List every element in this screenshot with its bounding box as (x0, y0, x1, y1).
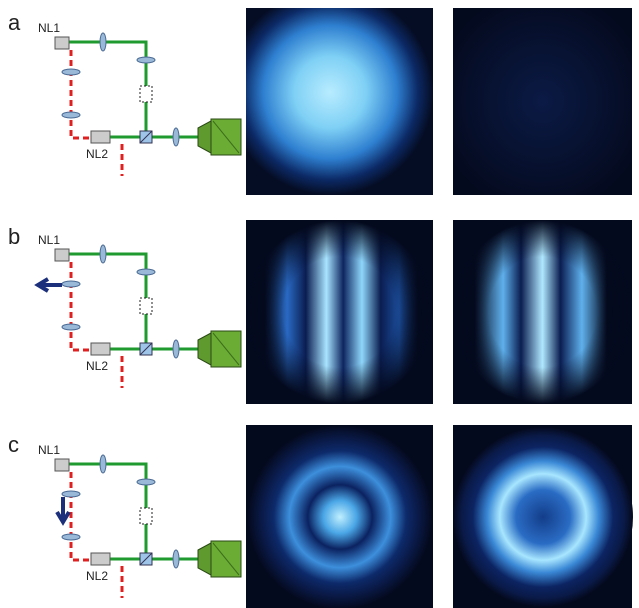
crystal-label: NL2 (86, 359, 108, 373)
crystal-label: NL1 (38, 21, 60, 35)
camera-image (453, 8, 632, 195)
crystal-label: NL1 (38, 233, 60, 247)
camera-image (246, 220, 433, 404)
camera-image (248, 425, 432, 608)
camera-image (246, 8, 433, 195)
camera-image (453, 427, 633, 607)
camera-image (453, 220, 632, 404)
arrow (57, 497, 69, 522)
crystal-label: NL1 (38, 443, 60, 457)
arrow (38, 279, 62, 291)
panel-label: b (8, 224, 20, 249)
figure: a NL1 NL2 b NL1 NL2 c NL1 NL2 (0, 0, 639, 608)
panel-label: c (8, 432, 19, 457)
crystal-label: NL2 (86, 147, 108, 161)
panel-label: a (8, 10, 21, 35)
crystal-label: NL2 (86, 569, 108, 583)
